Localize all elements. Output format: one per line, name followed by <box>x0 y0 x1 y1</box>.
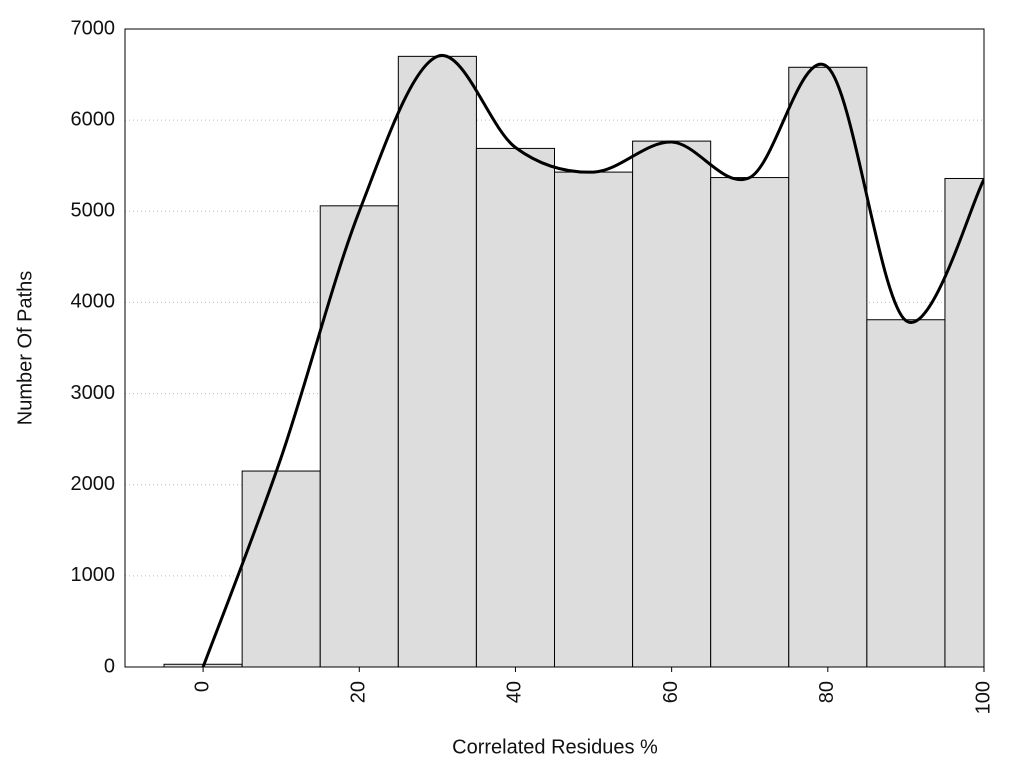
y-tick-label: 2000 <box>71 473 116 495</box>
bar <box>632 140 712 667</box>
x-tick-label: 40 <box>504 681 526 703</box>
plot-area <box>163 53 984 667</box>
y-tick-label: 3000 <box>71 382 116 404</box>
x-tick-label: 60 <box>660 681 682 703</box>
curve <box>201 53 984 667</box>
x-tick-label: 80 <box>816 681 838 703</box>
bar <box>475 147 555 667</box>
y-tick-label: 5000 <box>71 200 116 222</box>
x-axis-label: Correlated Residues % <box>452 736 658 758</box>
bar <box>866 319 946 667</box>
y-tick-label: 4000 <box>71 291 116 313</box>
bar <box>710 177 790 667</box>
bar <box>788 66 868 667</box>
y-tick-label: 1000 <box>71 564 116 586</box>
x-tick-label: 100 <box>972 681 994 714</box>
x-tick-label: 0 <box>191 681 213 692</box>
plot-frame <box>124 28 985 668</box>
bar <box>554 171 634 667</box>
y-tick-label: 6000 <box>71 108 116 130</box>
bar <box>241 470 321 667</box>
y-tick-label: 0 <box>104 655 115 677</box>
bar <box>397 55 477 667</box>
y-axis-label: Number Of Paths <box>14 271 36 426</box>
bar <box>319 205 399 667</box>
x-tick-label: 20 <box>348 681 370 703</box>
y-tick-label: 7000 <box>71 17 116 39</box>
